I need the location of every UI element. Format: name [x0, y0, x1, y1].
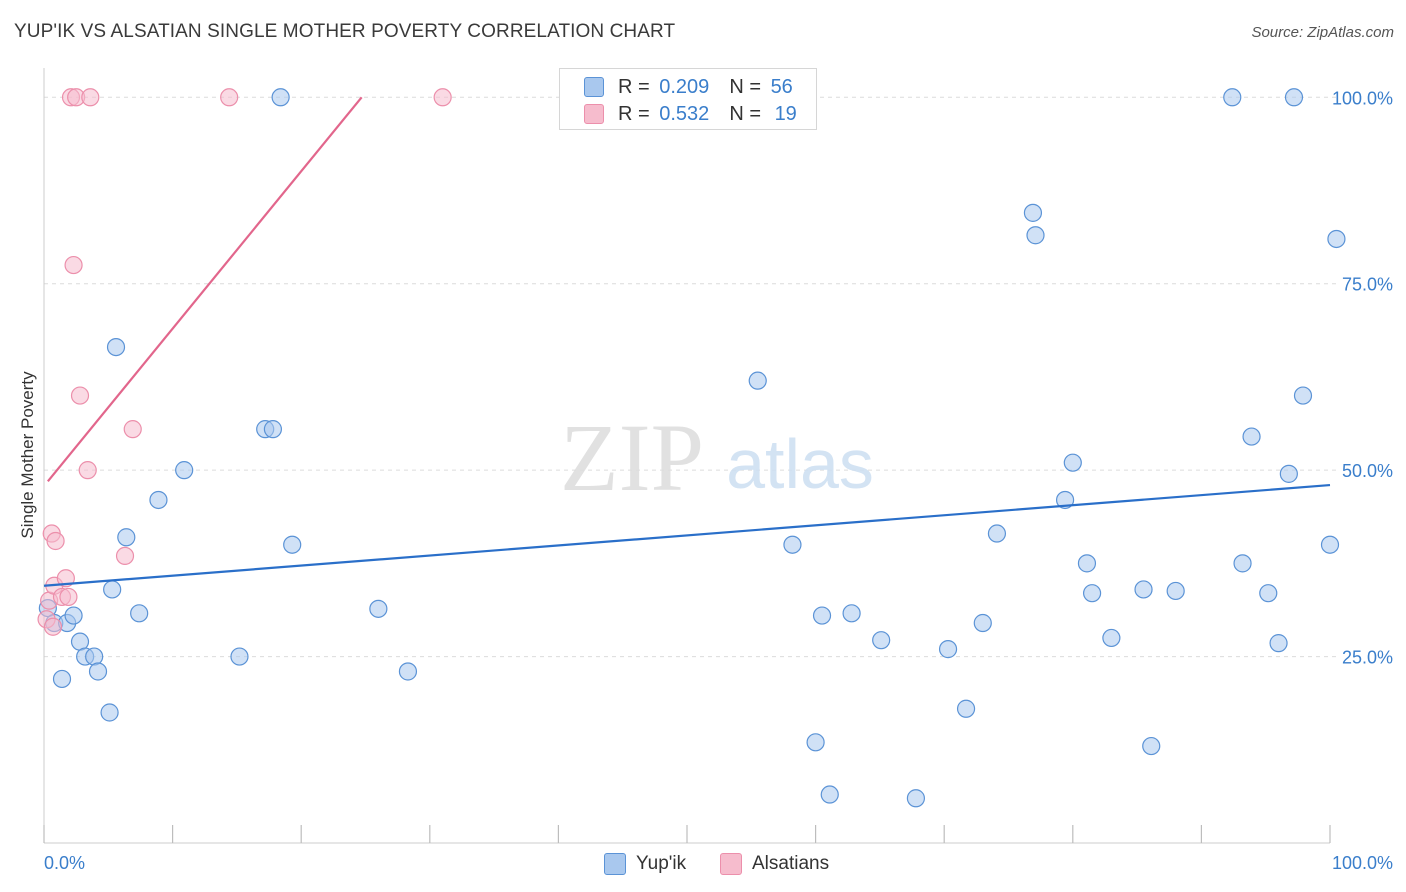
legend-r-value: 0.532	[659, 102, 710, 125]
point-yupik	[283, 535, 302, 554]
y-axis-label: Single Mother Poverty	[18, 371, 37, 539]
point-yupik	[175, 461, 194, 480]
point-alsatians	[59, 587, 78, 607]
point-yupik	[1166, 581, 1185, 601]
point-yupik	[1026, 226, 1045, 245]
point-alsatians	[56, 569, 75, 588]
y-tick-label: 75.0%	[1342, 275, 1393, 295]
chart-title: YUP'IK VS ALSATIAN SINGLE MOTHER POVERTY…	[14, 21, 676, 42]
point-yupik	[1077, 554, 1097, 573]
point-alsatians	[115, 546, 135, 566]
point-yupik	[1279, 464, 1298, 483]
grid-lines	[44, 96, 1340, 658]
point-yupik	[783, 535, 802, 554]
watermark: ZIP atlas	[560, 404, 874, 511]
point-yupik	[398, 662, 418, 681]
point-yupik	[1269, 634, 1288, 653]
point-yupik	[938, 640, 958, 659]
point-alsatians	[78, 461, 97, 480]
point-yupik	[1242, 427, 1261, 446]
legend-row-yupik: R = 0.209 N = 56	[584, 75, 793, 99]
point-alsatians	[46, 531, 65, 551]
point-yupik	[987, 524, 1007, 543]
point-yupik	[149, 490, 168, 510]
point-alsatians	[123, 420, 142, 439]
point-yupik	[1284, 88, 1304, 107]
legend-row-alsatians: R = 0.532 N = 19	[584, 102, 797, 126]
bottom-legend-swatch-pink	[720, 853, 742, 875]
trend-line-alsatians	[47, 96, 363, 483]
point-yupik	[130, 604, 149, 623]
source-label: Source: ZipAtlas.com	[1251, 24, 1394, 41]
y-tick-label: 50.0%	[1342, 461, 1393, 481]
point-yupik	[369, 599, 388, 618]
legend-n-label: N =	[729, 75, 767, 98]
legend-r-label: R =	[618, 102, 656, 125]
point-alsatians	[43, 617, 63, 636]
point-yupik	[1327, 229, 1346, 249]
point-yupik	[812, 606, 832, 625]
point-yupik	[956, 699, 976, 718]
tick-labels: 25.0% 50.0% 75.0% 100.0% 0.0% 100.0%	[44, 88, 1393, 873]
point-yupik	[1055, 490, 1075, 510]
bottom-legend-alsatians: Alsatians	[720, 852, 829, 876]
point-yupik	[103, 580, 122, 599]
legend-n-label: N =	[729, 102, 767, 125]
point-yupik	[1082, 584, 1102, 603]
point-alsatians	[70, 386, 90, 405]
point-yupik	[1223, 88, 1242, 107]
point-yupik	[230, 647, 249, 666]
point-yupik	[806, 733, 825, 752]
bottom-legend-yupik: Yup'ik	[604, 852, 686, 876]
x-tick-label: 0.0%	[44, 853, 85, 873]
point-yupik	[100, 703, 119, 722]
point-alsatians	[81, 88, 100, 107]
point-yupik	[1134, 580, 1153, 599]
point-yupik	[271, 88, 290, 107]
y-tick-label: 25.0%	[1342, 648, 1393, 668]
point-yupik	[263, 420, 283, 439]
point-yupik	[1142, 736, 1161, 756]
legend-swatch-blue	[584, 77, 604, 97]
bottom-legend-label: Alsatians	[752, 853, 830, 874]
legend-n-value: 56	[770, 75, 793, 98]
point-yupik	[52, 669, 72, 689]
point-yupik	[842, 604, 861, 623]
point-yupik	[1233, 554, 1252, 573]
point-yupik	[1102, 628, 1121, 648]
point-yupik	[872, 631, 891, 650]
point-yupik	[1320, 535, 1340, 554]
x-tick-label: 100.0%	[1332, 853, 1393, 873]
legend-r-value: 0.209	[659, 75, 710, 98]
stats-legend: R = 0.209 N = 56 R = 0.532 N = 19	[559, 68, 817, 130]
point-alsatians	[64, 255, 83, 275]
watermark-zip: ZIP	[560, 404, 704, 511]
point-yupik	[906, 789, 926, 808]
point-yupik	[1259, 584, 1278, 603]
trend-lines	[43, 96, 1331, 587]
watermark-atlas: atlas	[726, 425, 874, 503]
point-alsatians	[433, 88, 452, 107]
point-yupik	[88, 662, 108, 681]
y-tick-label: 100.0%	[1332, 88, 1393, 108]
bottom-legend-swatch-blue	[604, 853, 626, 875]
point-yupik	[64, 606, 83, 625]
point-yupik	[1023, 203, 1043, 222]
legend-r-label: R =	[618, 75, 656, 98]
legend-swatch-pink	[584, 104, 604, 124]
point-yupik	[973, 613, 992, 633]
point-yupik	[85, 647, 104, 666]
legend-n-value: 19	[774, 102, 797, 125]
point-alsatians	[220, 88, 239, 107]
point-yupik	[748, 371, 767, 390]
trend-line-yupik	[43, 483, 1331, 587]
bottom-legend-label: Yup'ik	[636, 853, 687, 874]
axes	[43, 68, 1331, 844]
point-yupik	[106, 338, 126, 357]
point-yupik	[1063, 453, 1082, 472]
point-yupik	[1293, 386, 1313, 405]
point-yupik	[117, 528, 136, 547]
point-yupik	[820, 785, 839, 804]
